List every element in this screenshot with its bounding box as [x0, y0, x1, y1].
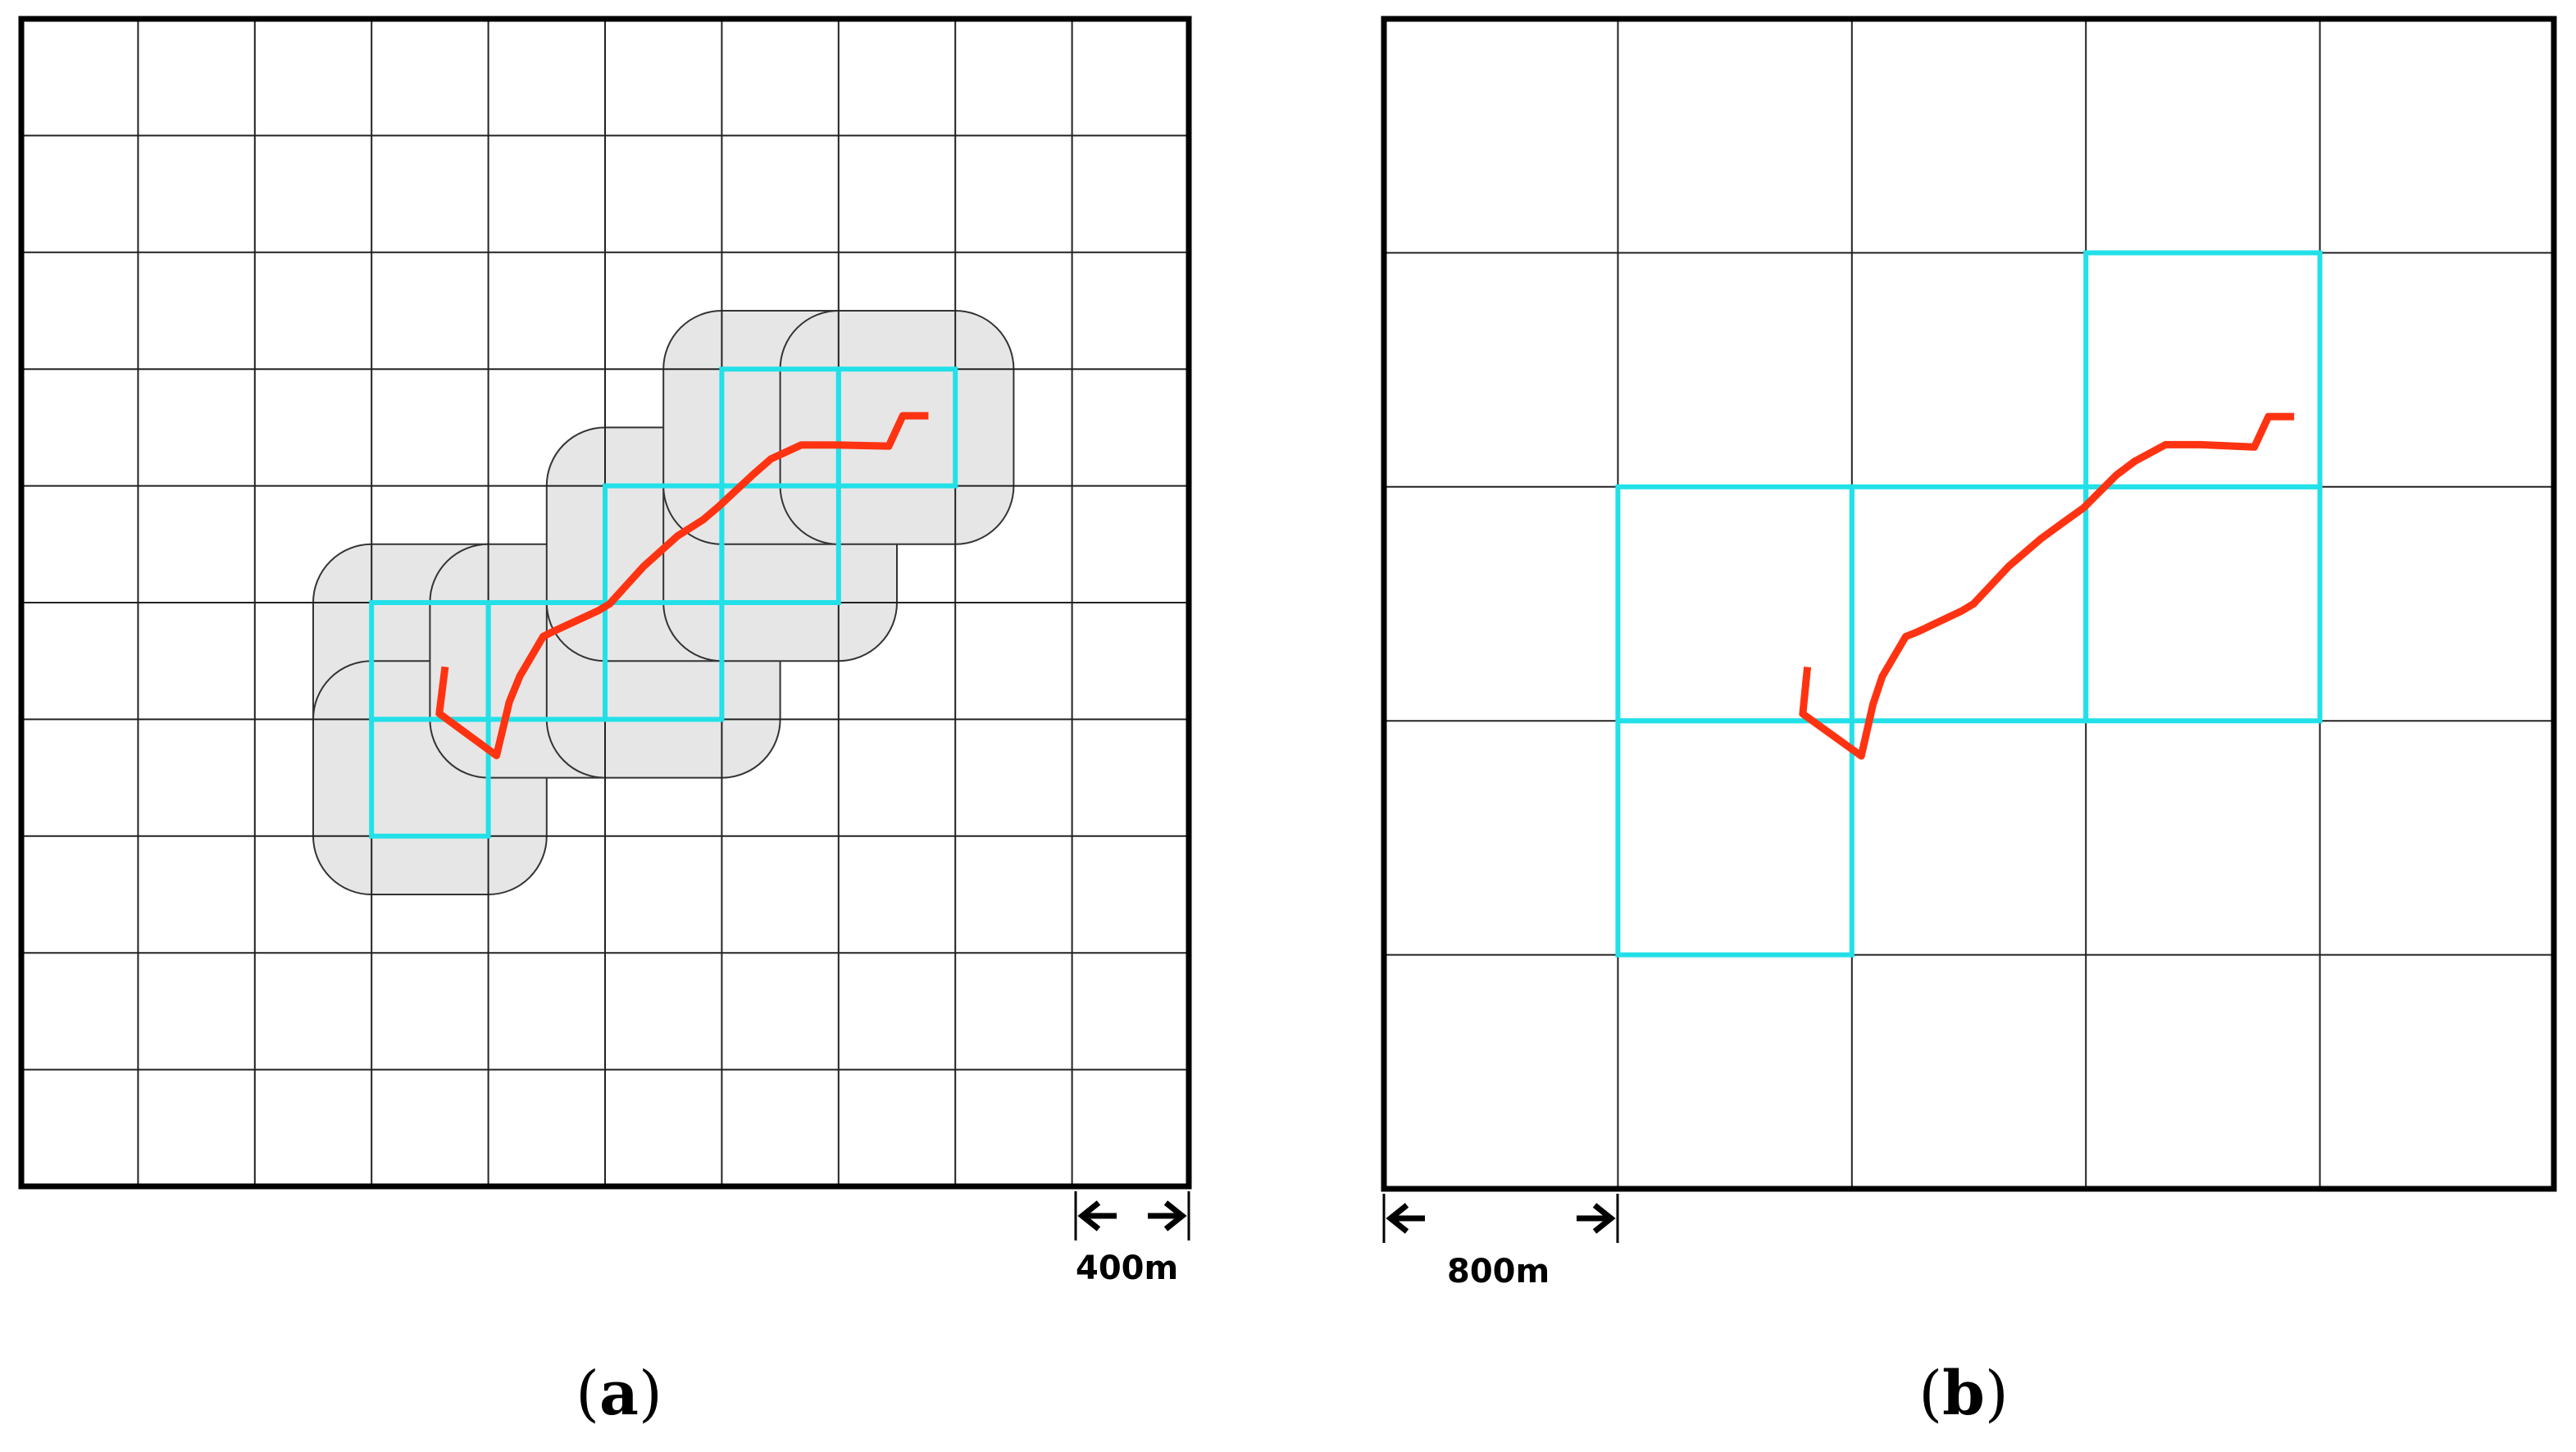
- highlighted-cell: [369, 717, 491, 839]
- arrow-left-icon: [1386, 1203, 1409, 1234]
- panel-a-frame: [18, 16, 1192, 1190]
- panel-a-caption-open: (: [576, 1359, 600, 1429]
- panel-a-caption-close: ): [638, 1359, 662, 1429]
- scale-bar-a: [1074, 1191, 1190, 1240]
- gps-track-line: [1799, 412, 2295, 760]
- scale-label-400m: 400m: [1076, 1249, 1179, 1287]
- panel-b-caption-open: (: [1918, 1359, 1943, 1429]
- panel-b: [1381, 16, 2557, 1243]
- arrow-right-icon: [1592, 1203, 1616, 1234]
- highlighted-cell: [1615, 718, 1855, 958]
- scale-bar-b: [1382, 1194, 1619, 1243]
- panel-b-caption: (b): [1841, 1357, 2087, 1431]
- panel-a-caption-letter: a: [599, 1359, 639, 1429]
- gps-track-line: [435, 412, 929, 760]
- panel-b-caption-close: ): [1984, 1359, 2009, 1429]
- highlighted-cell: [835, 366, 958, 489]
- scale-label-800m: 800m: [1447, 1253, 1550, 1290]
- panel-a-caption: (a): [496, 1357, 742, 1431]
- arrow-right-icon: [1163, 1200, 1187, 1231]
- panel-a: [18, 16, 1192, 1240]
- panel-b-frame: [1381, 16, 2557, 1192]
- highlighted-cell: [2083, 250, 2323, 489]
- arrow-left-icon: [1077, 1200, 1101, 1231]
- panel-b-caption-letter: b: [1942, 1359, 1985, 1429]
